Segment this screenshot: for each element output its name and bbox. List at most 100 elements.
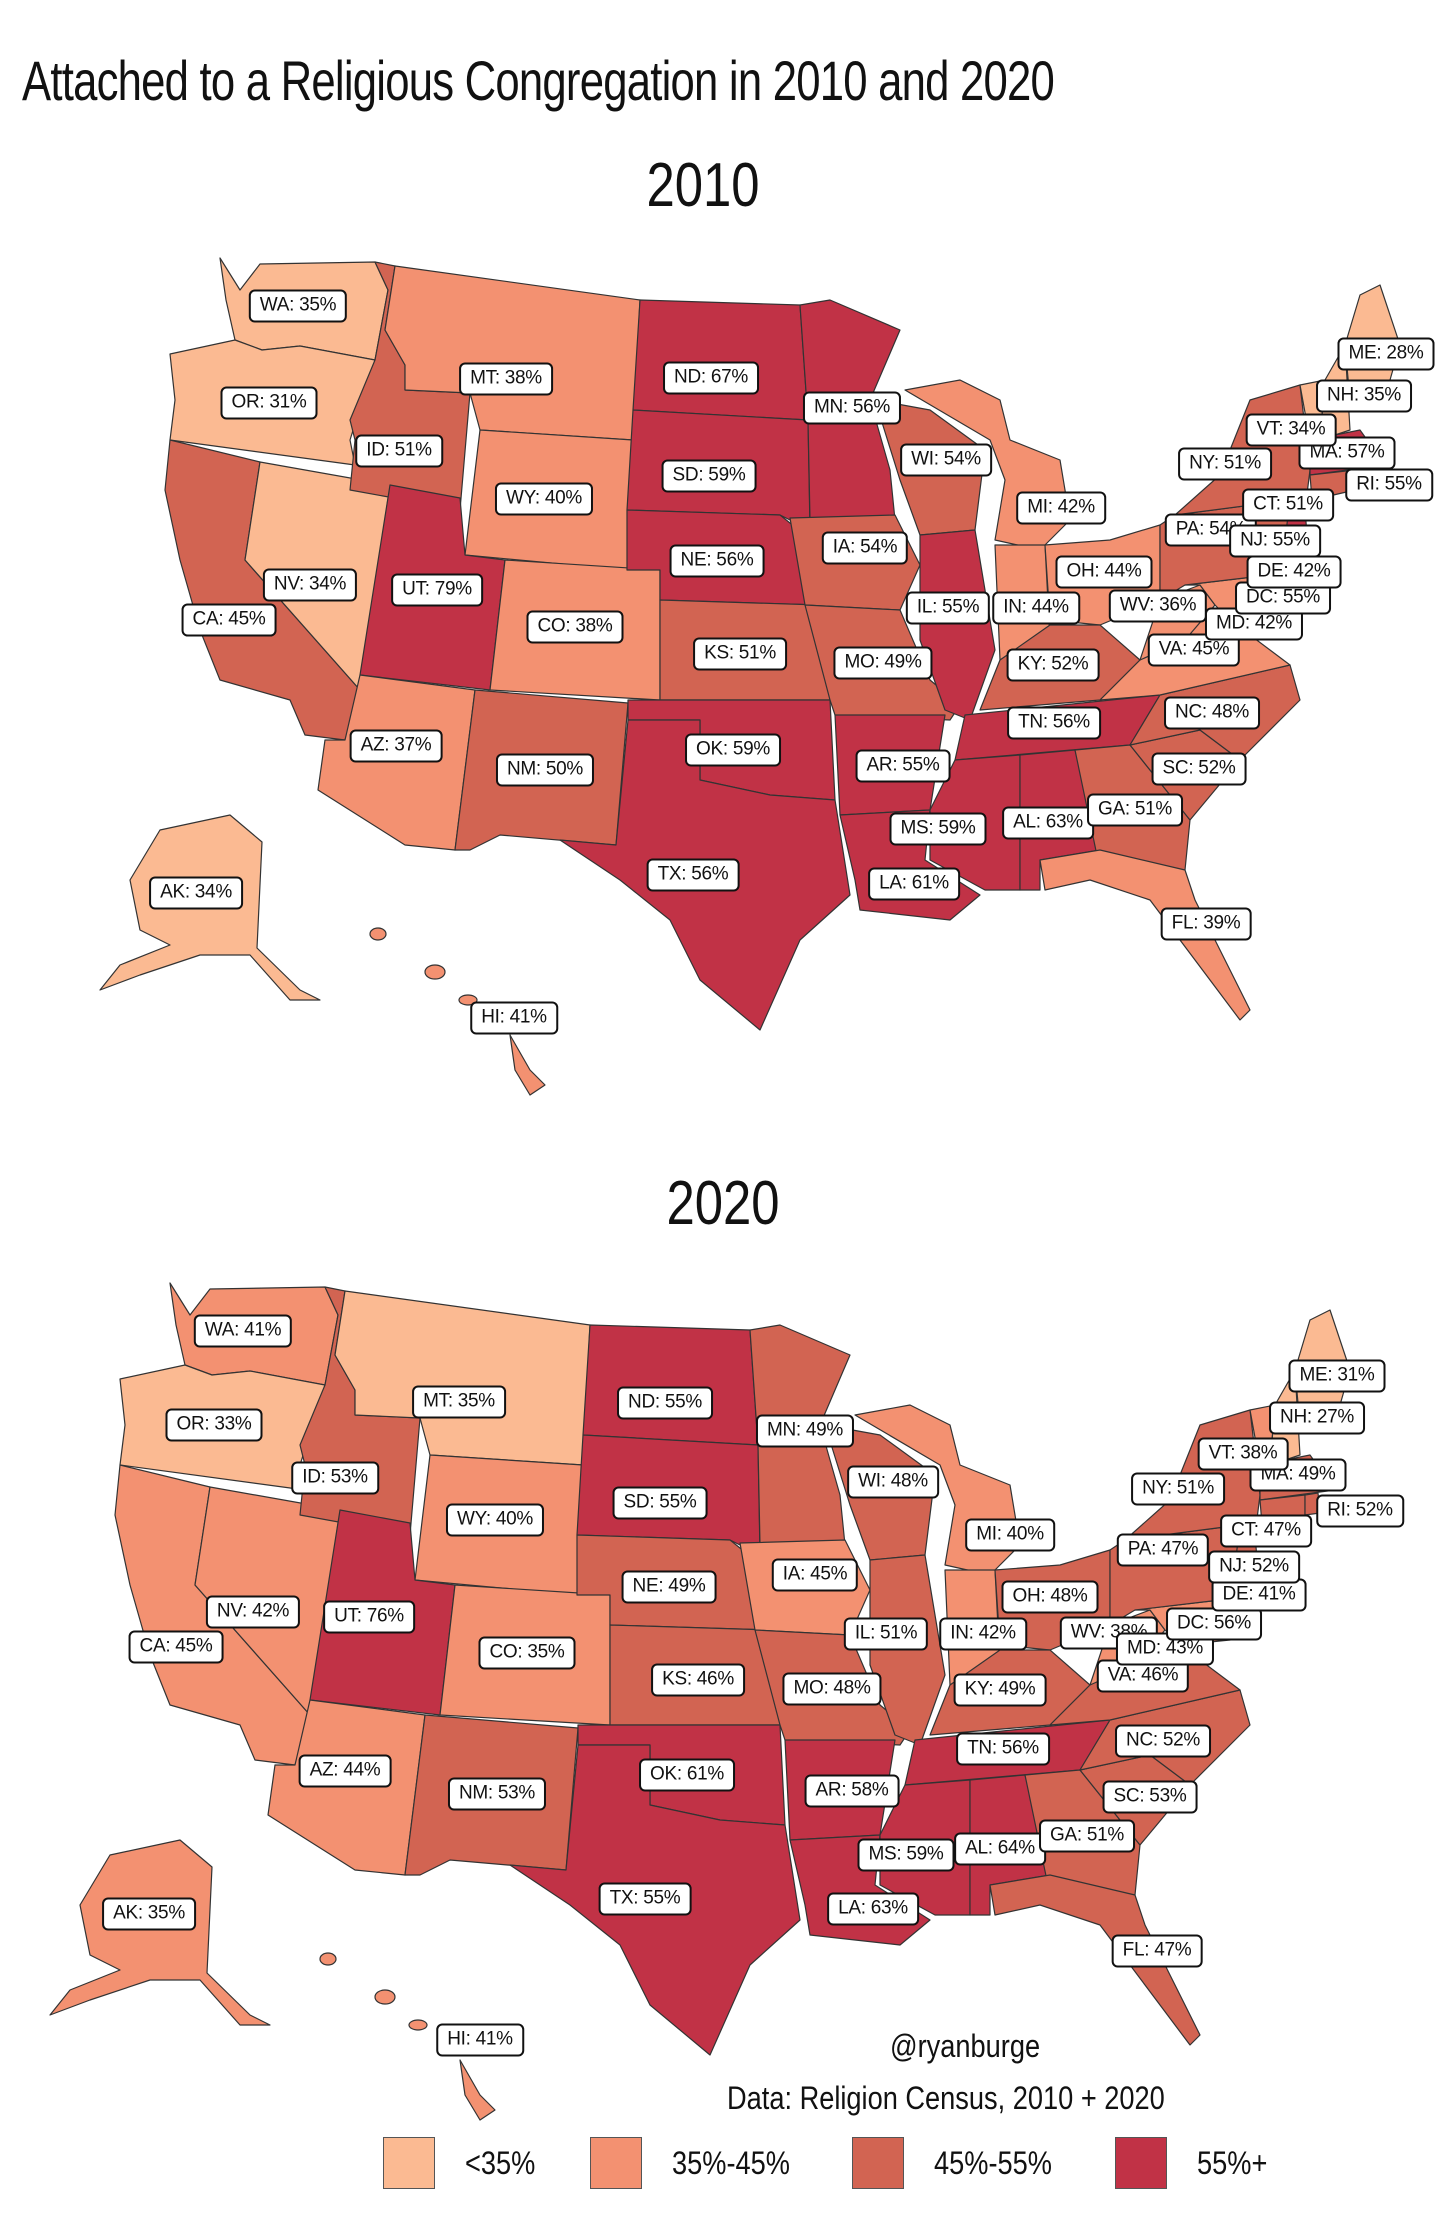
data-source: Data: Religion Census, 2010 + 2020	[727, 2080, 1165, 2116]
state-label: DE: 42%	[1246, 555, 1342, 589]
state-label: WI: 48%	[847, 1465, 939, 1499]
author-credit: @ryanburge	[890, 2028, 1041, 2064]
state-label: KS: 51%	[693, 637, 787, 671]
state-label: AZ: 37%	[349, 729, 443, 763]
state-label: LA: 61%	[868, 867, 960, 901]
state-label: NV: 34%	[262, 568, 358, 602]
legend-label: 55%+	[1197, 2144, 1268, 2181]
state-label: NM: 50%	[495, 753, 595, 787]
state-label: MS: 59%	[857, 1838, 955, 1872]
state-label: ND: 55%	[617, 1386, 713, 1420]
chart-title: Attached to a Religious Congregation in …	[22, 49, 1055, 112]
state-label: MA: 57%	[1298, 436, 1396, 470]
state-label: WY: 40%	[445, 1503, 545, 1537]
state-label: TX: 56%	[646, 858, 740, 892]
state-label: RI: 55%	[1345, 468, 1433, 502]
state-label: CA: 45%	[181, 603, 277, 637]
state-label: NJ: 52%	[1208, 1550, 1300, 1584]
state-label: GA: 51%	[1039, 1819, 1135, 1853]
state-label: VT: 34%	[1245, 413, 1337, 447]
map-2010: WA: 35% OR: 31% ID: 51% MT: 38% WY: 40% NV: 3…	[0, 0, 1456, 1100]
state-label: UT: 79%	[391, 573, 483, 607]
state-label: AK: 34%	[149, 876, 243, 910]
legend-item: 35%-45%	[589, 2137, 811, 2189]
legend-label: 35%-45%	[671, 2144, 790, 2181]
state-label: MI: 42%	[1016, 491, 1106, 525]
state-label: FL: 47%	[1111, 1934, 1203, 1968]
state-label: TX: 55%	[598, 1882, 692, 1916]
state-label: CO: 38%	[526, 610, 624, 644]
state-label: CT: 47%	[1220, 1514, 1312, 1548]
legend-item: 45%-55%	[852, 2137, 1073, 2189]
state-label: ME: 31%	[1288, 1359, 1386, 1393]
state-label: KY: 52%	[1006, 648, 1100, 682]
state-label: SC: 52%	[1151, 752, 1247, 786]
state-label: HI: 41%	[470, 1001, 558, 1035]
state-label: NE: 56%	[669, 544, 765, 578]
state-ND	[582, 1324, 759, 1446]
state-label: UT: 76%	[323, 1600, 415, 1634]
state-label: AL: 63%	[1002, 806, 1094, 840]
state-HI	[319, 1952, 496, 2121]
state-label: PA: 47%	[1116, 1533, 1210, 1567]
state-label: LA: 63%	[827, 1892, 919, 1926]
state-label: NH: 35%	[1316, 379, 1412, 413]
state-label: NY: 51%	[1131, 1472, 1225, 1506]
state-label: NC: 52%	[1115, 1724, 1211, 1758]
state-label: OR: 33%	[165, 1408, 263, 1442]
state-label: IN: 44%	[992, 591, 1080, 625]
state-label: WA: 35%	[248, 289, 348, 323]
state-label: OK: 61%	[639, 1758, 735, 1792]
state-label: SD: 59%	[661, 459, 757, 493]
state-label: WV: 36%	[1108, 589, 1208, 623]
state-label: WA: 41%	[193, 1314, 293, 1348]
state-label: MT: 35%	[412, 1385, 506, 1419]
legend-label: <35%	[465, 2144, 536, 2181]
legend: <35% 35%-45% 45%-55% 55%+	[383, 2137, 1322, 2189]
legend-swatch	[589, 2137, 642, 2189]
state-label: NC: 48%	[1164, 696, 1260, 730]
state-label: MI: 40%	[965, 1518, 1055, 1552]
state-label: NM: 53%	[447, 1777, 547, 1811]
state-label: TN: 56%	[1007, 706, 1101, 740]
state-label: NJ: 55%	[1229, 524, 1321, 558]
legend-label: 45%-55%	[934, 2144, 1053, 2181]
state-label: IN: 42%	[939, 1617, 1027, 1651]
state-label: NY: 51%	[1178, 447, 1272, 481]
state-label: CT: 51%	[1242, 488, 1334, 522]
state-label: MN: 49%	[755, 1414, 855, 1448]
state-label: OR: 31%	[220, 386, 318, 420]
state-label: ND: 67%	[663, 361, 759, 395]
state-label: GA: 51%	[1087, 793, 1183, 827]
state-label: TN: 56%	[956, 1732, 1050, 1766]
state-label: OK: 59%	[685, 733, 781, 767]
state-label: IL: 55%	[905, 591, 991, 625]
map-2020-title: 2020	[666, 1169, 780, 1238]
state-label: ME: 28%	[1337, 337, 1435, 371]
state-label: CA: 45%	[128, 1630, 224, 1664]
map-2010-title: 2010	[646, 151, 760, 220]
state-label: IA: 45%	[771, 1558, 859, 1592]
state-label: NE: 49%	[621, 1570, 717, 1604]
state-label: AR: 58%	[804, 1774, 900, 1808]
state-label: AR: 55%	[855, 749, 951, 783]
state-label: RI: 52%	[1316, 1494, 1404, 1528]
state-label: WI: 54%	[900, 443, 992, 477]
state-label: ID: 51%	[355, 434, 443, 468]
state-label: OH: 48%	[1001, 1580, 1099, 1614]
state-AK	[49, 1839, 271, 2026]
state-label: CO: 35%	[478, 1636, 576, 1670]
state-label: MO: 49%	[833, 646, 933, 680]
legend-item: 55%+	[1115, 2137, 1280, 2189]
state-label: NH: 27%	[1269, 1401, 1365, 1435]
state-label: MS: 59%	[889, 812, 987, 846]
state-label: MN: 56%	[802, 391, 902, 425]
state-label: ID: 53%	[291, 1461, 379, 1495]
legend-swatch	[852, 2137, 905, 2189]
state-label: SD: 55%	[612, 1486, 708, 1520]
state-label: AL: 64%	[954, 1832, 1046, 1866]
state-label: HI: 41%	[436, 2023, 524, 2057]
state-label: VA: 45%	[1147, 633, 1241, 667]
legend-swatch	[383, 2137, 435, 2189]
